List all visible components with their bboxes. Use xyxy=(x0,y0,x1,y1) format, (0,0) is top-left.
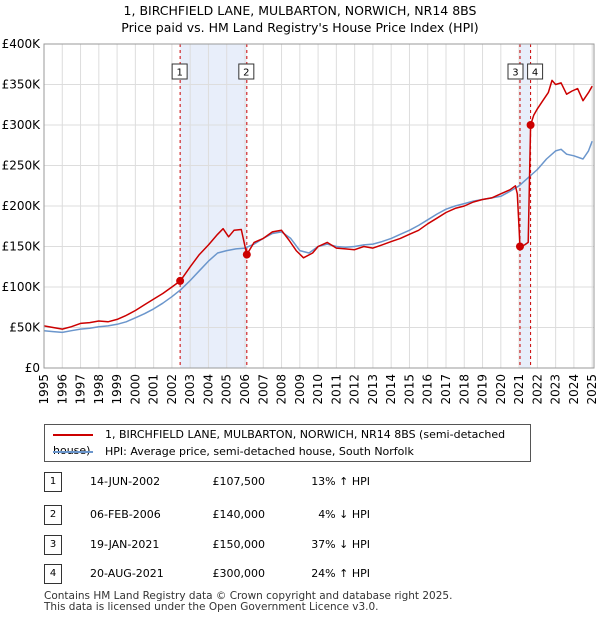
transaction-hpi-diff: 4% ↓ HPI xyxy=(318,508,370,521)
y-tick-label: £0 xyxy=(25,361,40,375)
x-tick-label: 2025 xyxy=(585,374,599,405)
y-tick-label: £350K xyxy=(2,78,42,92)
legend-item-hpi: HPI: Average price, semi-detached house,… xyxy=(53,444,414,460)
x-tick-label: 1995 xyxy=(37,374,51,405)
sale-number-label: 3 xyxy=(512,68,518,79)
x-tick-label: 2003 xyxy=(183,374,197,405)
x-tick-label: 1997 xyxy=(74,374,88,405)
sale-point xyxy=(526,121,535,129)
footer-copyright: Contains HM Land Registry data © Crown c… xyxy=(44,590,453,602)
sale-number-label: 4 xyxy=(532,68,538,79)
x-tick-label: 2024 xyxy=(567,374,581,405)
x-tick-label: 2021 xyxy=(512,374,526,405)
x-tick-label: 2013 xyxy=(366,374,380,405)
x-tick-label: 2009 xyxy=(293,374,307,405)
transaction-number: 1 xyxy=(44,472,62,492)
sale-number-label: 1 xyxy=(176,68,182,79)
property-price-line xyxy=(43,79,593,330)
x-tick-label: 2020 xyxy=(494,374,508,405)
x-tick-label: 2015 xyxy=(402,374,416,405)
y-tick-label: £50K xyxy=(9,321,41,335)
transaction-date: 06-FEB-2006 xyxy=(90,508,161,521)
transaction-row: 3 19-JAN-2021 £150,000 37% ↓ HPI xyxy=(0,535,600,555)
footer: Contains HM Land Registry data © Crown c… xyxy=(44,591,452,613)
x-tick-label: 2010 xyxy=(311,374,325,405)
x-tick-label: 2007 xyxy=(256,374,270,405)
x-tick-label: 2018 xyxy=(457,374,471,405)
transaction-date: 20-AUG-2021 xyxy=(90,567,164,580)
sale-number-label: 2 xyxy=(243,68,249,79)
x-tick-label: 2005 xyxy=(220,374,234,405)
x-tick-label: 2017 xyxy=(439,374,453,405)
x-tick-label: 2023 xyxy=(549,374,563,405)
sale-number-box xyxy=(527,63,544,80)
x-tick-label: 2011 xyxy=(329,374,343,405)
transaction-row: 2 06-FEB-2006 £140,000 4% ↓ HPI xyxy=(0,505,600,525)
transaction-hpi-diff: 24% ↑ HPI xyxy=(311,567,370,580)
chart-legend: 1, BIRCHFIELD LANE, MULBARTON, NORWICH, … xyxy=(44,424,531,462)
transaction-price: £107,500 xyxy=(212,475,266,488)
transaction-row: 4 20-AUG-2021 £300,000 24% ↑ HPI xyxy=(0,564,600,584)
transaction-hpi-diff: 13% ↑ HPI xyxy=(311,475,370,488)
x-tick-label: 2002 xyxy=(165,374,179,405)
plot-border xyxy=(43,43,595,369)
transaction-price: £150,000 xyxy=(212,538,266,551)
x-tick-label: 2001 xyxy=(147,374,161,405)
transaction-date: 14-JUN-2002 xyxy=(90,475,161,488)
y-tick-label: £150K xyxy=(2,240,42,254)
transaction-number: 2 xyxy=(44,505,62,525)
x-tick-label: 2006 xyxy=(238,374,252,405)
legend-label-hpi: HPI: Average price, semi-detached house,… xyxy=(105,445,414,458)
sale-number-box xyxy=(171,63,188,80)
y-tick-label: £250K xyxy=(2,159,42,173)
transaction-row: 1 14-JUN-2002 £107,500 13% ↑ HPI xyxy=(0,472,600,492)
chart-title: 1, BIRCHFIELD LANE, MULBARTON, NORWICH, … xyxy=(0,2,600,36)
legend-label-property: 1, BIRCHFIELD LANE, MULBARTON, NORWICH, … xyxy=(53,428,506,457)
x-tick-label: 2019 xyxy=(476,374,490,405)
y-tick-label: £300K xyxy=(2,118,42,132)
title-line-2: Price paid vs. HM Land Registry's House … xyxy=(121,20,479,35)
y-tick-label: £100K xyxy=(2,280,42,294)
legend-swatch-hpi xyxy=(53,451,93,453)
x-tick-label: 2014 xyxy=(384,374,398,405)
x-tick-label: 1996 xyxy=(55,374,69,405)
x-tick-label: 1999 xyxy=(110,374,124,405)
sale-point xyxy=(176,276,185,285)
y-tick-label: £200K xyxy=(2,199,42,213)
transaction-number: 3 xyxy=(44,535,62,555)
legend-swatch-property xyxy=(53,434,93,436)
sale-number-box xyxy=(507,63,524,80)
transaction-price: £140,000 xyxy=(212,508,266,521)
x-tick-label: 2000 xyxy=(128,374,142,405)
transaction-number: 4 xyxy=(44,564,62,584)
x-tick-label: 2004 xyxy=(201,374,215,405)
x-tick-label: 2008 xyxy=(275,374,289,405)
title-line-1: 1, BIRCHFIELD LANE, MULBARTON, NORWICH, … xyxy=(123,3,477,18)
sale-number-box xyxy=(238,63,255,80)
y-tick-label: £400K xyxy=(2,37,42,51)
sale-point xyxy=(242,250,251,259)
price-chart: 1 2 3 4 £0 £50K £100K £150K £200K £250K £300K £350… xyxy=(2,37,600,405)
transaction-date: 19-JAN-2021 xyxy=(90,538,160,551)
footer-licence: This data is licensed under the Open Gov… xyxy=(44,601,379,613)
x-tick-label: 2022 xyxy=(530,374,544,405)
x-tick-label: 2012 xyxy=(348,374,362,405)
x-tick-label: 2016 xyxy=(421,374,435,405)
transaction-hpi-diff: 37% ↓ HPI xyxy=(311,538,370,551)
sale-point xyxy=(515,242,524,251)
transaction-price: £300,000 xyxy=(212,567,266,580)
x-tick-label: 1998 xyxy=(92,374,106,405)
legend-item-property: 1, BIRCHFIELD LANE, MULBARTON, NORWICH, … xyxy=(53,427,530,457)
